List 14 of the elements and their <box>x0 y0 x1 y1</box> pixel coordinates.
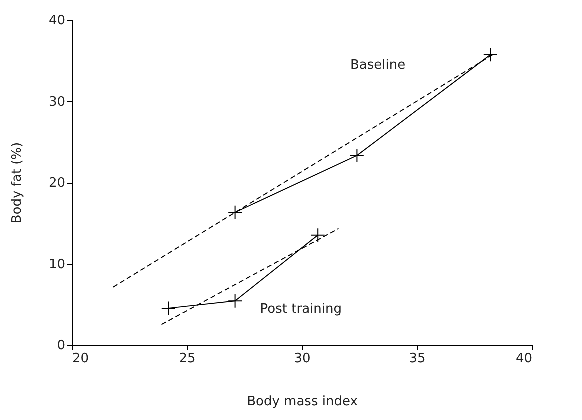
y-tick-label: 20 <box>48 176 66 191</box>
y-tick-label: 30 <box>48 94 66 110</box>
x-tick-label: 35 <box>409 352 426 366</box>
x-tick-label: 20 <box>72 352 90 366</box>
text: Baseline <box>350 58 406 73</box>
x-tick-label: 25 <box>179 352 196 366</box>
y-tick-label: 40 <box>48 14 66 28</box>
y-tick-label: 10 <box>48 257 66 272</box>
y-axis-title: Body fat (%) <box>10 142 25 224</box>
series-label: Post training <box>260 302 342 318</box>
x-tick-label: 40 <box>516 352 532 366</box>
x-axis-title: Body mass index <box>247 394 358 410</box>
x-tick-label: 30 <box>294 352 311 366</box>
y-tick-label: 0 <box>57 338 66 354</box>
